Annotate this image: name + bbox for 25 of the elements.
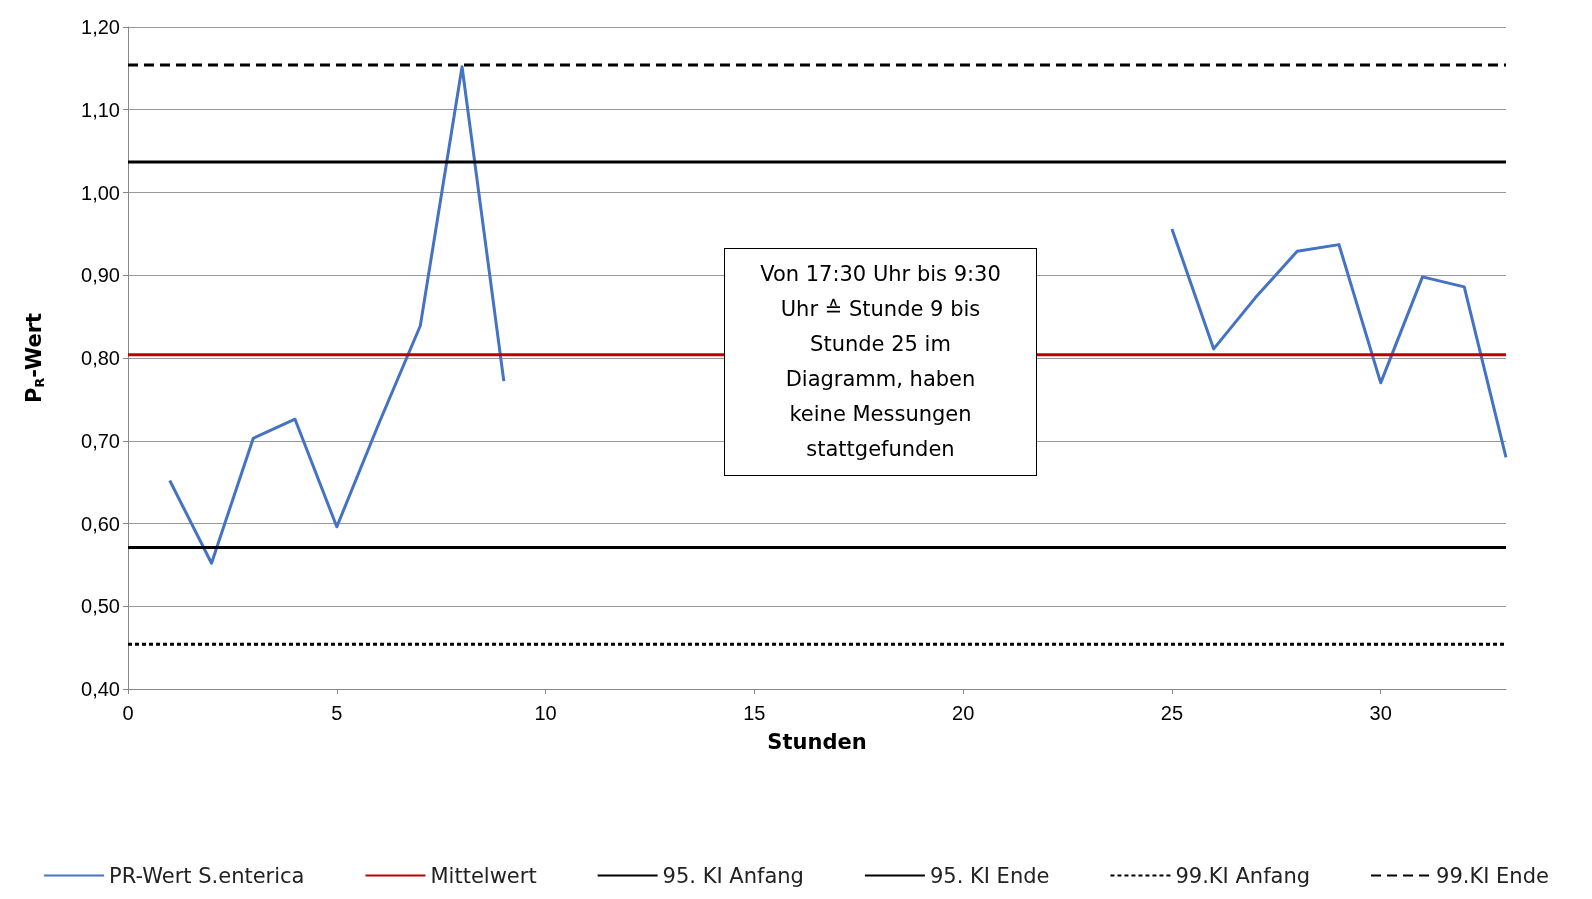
x-tick-label: 30: [1369, 702, 1392, 724]
y-axis-title: PR-Wert: [21, 312, 47, 404]
x-tick-label: 25: [1160, 702, 1184, 724]
y-tick-label: 0,70: [81, 429, 120, 452]
legend-label: Mittelwert: [430, 863, 537, 888]
x-axis-title: Stunden: [767, 729, 867, 754]
legend-label: PR-Wert S.enterica: [109, 863, 305, 888]
x-tick-label: 15: [743, 702, 766, 724]
legend-label: 95. KI Ende: [929, 863, 1050, 888]
y-tick-label: 0,90: [81, 264, 120, 287]
y-tick-label: 1,10: [81, 98, 120, 121]
legend-label: 95. KI Anfang: [662, 863, 804, 888]
x-tick-label: 20: [952, 702, 975, 724]
y-tick-label: 0,60: [81, 512, 120, 535]
y-tick-label: 1,00: [81, 181, 120, 204]
x-tick-label: 0: [122, 702, 134, 724]
note-box: Von 17:30 Uhr bis 9:30 Uhr ≙ Stunde 9 bis Stunde 25 im Diagramm, haben keine Messungen stattgefunden: [724, 248, 1037, 476]
y-tick-label: 0,80: [81, 347, 120, 369]
x-tick-label: 5: [331, 702, 343, 724]
y-tick-label: 1,20: [81, 16, 120, 38]
x-tick-label: 10: [534, 702, 557, 724]
y-tick-label: 0,40: [81, 678, 120, 700]
y-tick-label: 0,50: [81, 595, 120, 618]
legend-label: 99.KI Ende: [1436, 863, 1549, 888]
legend-label: 99.KI Anfang: [1175, 863, 1311, 888]
